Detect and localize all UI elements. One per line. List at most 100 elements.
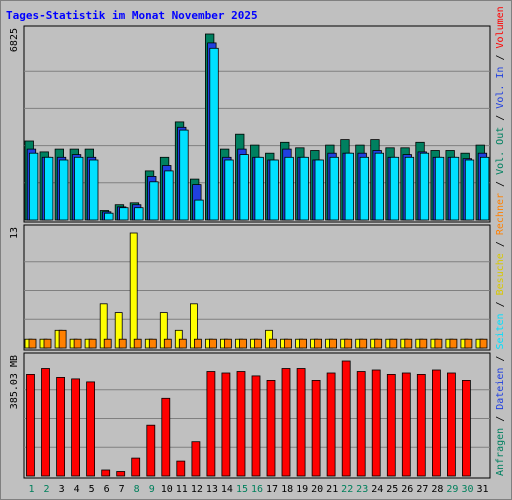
bar-volumen-day-17 <box>266 379 276 477</box>
bar-rechner-day-12 <box>193 338 202 349</box>
bar-seiten-day-28 <box>434 156 445 221</box>
x-tick-label-day-24: 24 <box>371 484 383 495</box>
bar-rechner-day-2 <box>43 338 52 349</box>
bar-seiten-day-6 <box>104 212 114 221</box>
bar-volumen-day-22 <box>341 360 351 477</box>
bar-volumen-day-13 <box>206 371 216 477</box>
bar-besuche-day-7 <box>114 312 123 349</box>
bar-volumen-day-25 <box>386 373 396 477</box>
bar-volumen-day-12 <box>191 441 201 477</box>
bar-seiten-day-24 <box>374 152 385 221</box>
bar-rechner-day-30 <box>464 338 473 349</box>
x-tick-label-day-21: 21 <box>326 484 338 495</box>
legend-part-7: / <box>495 235 506 253</box>
bar-rechner-day-24 <box>374 338 383 349</box>
series-seiten <box>28 47 490 221</box>
legend-part-0: Anfragen <box>495 428 506 476</box>
x-tick-label-day-1: 1 <box>28 484 34 495</box>
panel-max-label: 385.03 MB <box>9 355 20 409</box>
bar-volumen-day-29 <box>446 372 456 477</box>
panel-max-label: 13 <box>9 227 20 239</box>
bar-rechner-day-20 <box>314 338 323 349</box>
bar-seiten-day-16 <box>254 156 264 221</box>
chart-legend: Anfragen / Dateien / Seiten / Besuche / … <box>495 6 506 476</box>
x-tick-label-day-19: 19 <box>296 484 308 495</box>
bar-seiten-day-21 <box>329 156 339 221</box>
x-tick-label-day-9: 9 <box>149 484 155 495</box>
legend-part-11: / <box>495 109 506 127</box>
x-tick-label-day-6: 6 <box>104 484 110 495</box>
bar-volumen-day-2 <box>41 368 50 477</box>
bar-rechner-day-26 <box>404 338 413 349</box>
bar-rechner-day-5 <box>88 338 97 349</box>
bar-rechner-day-1 <box>28 338 37 349</box>
legend-vertical-text: Anfragen / Dateien / Seiten / Besuche / … <box>495 6 506 476</box>
bar-rechner-day-18 <box>284 338 292 349</box>
x-tick-label-day-18: 18 <box>281 484 293 495</box>
bar-rechner-day-27 <box>419 338 428 349</box>
x-tick-label-day-22: 22 <box>341 484 353 495</box>
x-tick-label-day-23: 23 <box>356 484 368 495</box>
bar-rechner-day-31 <box>479 338 488 349</box>
x-tick-label-day-15: 15 <box>236 484 248 495</box>
x-axis-day-labels: 1 2 3 4 5 6 7 8 9 10 11 12 13 14 15 16 17 18 19 20 21 22 23 24 2… <box>28 484 488 495</box>
bar-volumen-day-14 <box>221 372 231 477</box>
legend-part-4: Seiten <box>495 313 506 349</box>
bar-besuche-day-6 <box>99 303 108 349</box>
panel-max-label: 6825 <box>9 28 20 52</box>
x-tick-label-day-2: 2 <box>43 484 49 495</box>
x-tick-label-day-11: 11 <box>176 484 188 495</box>
bar-seiten-day-5 <box>89 159 99 221</box>
series-rechner <box>28 329 488 349</box>
x-tick-label-day-10: 10 <box>161 484 173 495</box>
legend-part-8: Rechner <box>495 193 506 235</box>
bar-volumen-day-26 <box>401 372 411 477</box>
legend-part-14: Volumen <box>495 6 506 48</box>
legend-part-6: Besuche <box>495 253 506 295</box>
bar-seiten-day-3 <box>59 159 69 221</box>
panel-volume: 385.03 MB <box>9 352 491 479</box>
bar-rechner-day-8 <box>133 338 142 349</box>
bar-seiten-day-9 <box>149 181 159 221</box>
x-tick-label-day-28: 28 <box>431 484 443 495</box>
x-tick-label-day-17: 17 <box>266 484 278 495</box>
bar-volumen-day-11 <box>176 460 186 477</box>
x-tick-label-day-12: 12 <box>191 484 203 495</box>
x-tick-label-day-31: 31 <box>476 484 488 495</box>
x-tick-label-day-25: 25 <box>386 484 398 495</box>
bar-volumen-day-24 <box>371 369 381 477</box>
bar-seiten-day-10 <box>164 170 174 221</box>
bar-volumen-day-23 <box>356 371 366 477</box>
bar-seiten-day-4 <box>74 156 84 221</box>
x-tick-label-day-16: 16 <box>251 484 263 495</box>
bar-seiten-day-29 <box>449 156 460 221</box>
bar-rechner-day-4 <box>73 338 82 349</box>
bar-besuche-day-10 <box>159 312 168 349</box>
chart-panels: 6825 13 385.03 MB <box>9 25 491 479</box>
x-tick-label-day-30: 30 <box>461 484 473 495</box>
bar-besuche-day-8 <box>129 232 138 349</box>
bar-seiten-day-8 <box>134 207 144 221</box>
bar-seiten-day-18 <box>284 156 294 221</box>
bar-seiten-day-1 <box>28 152 39 221</box>
bar-rechner-day-7 <box>118 338 127 349</box>
legend-part-3: / <box>495 350 506 368</box>
x-tick-label-day-3: 3 <box>59 484 65 495</box>
bar-volumen-day-15 <box>236 371 246 477</box>
bar-volumen-day-30 <box>461 379 471 477</box>
bar-rechner-day-3 <box>58 329 67 349</box>
bar-seiten-day-7 <box>119 207 129 221</box>
legend-part-12: Vol. In <box>495 67 506 109</box>
bar-volumen-day-28 <box>431 369 441 477</box>
bar-volumen-day-1 <box>26 373 35 477</box>
legend-part-9: / <box>495 175 506 193</box>
bar-seiten-day-19 <box>299 156 309 221</box>
panel-frame <box>23 224 491 351</box>
bar-seiten-day-13 <box>209 47 219 221</box>
bar-seiten-day-2 <box>44 156 54 221</box>
bar-seiten-day-20 <box>314 159 324 221</box>
x-tick-label-day-26: 26 <box>401 484 413 495</box>
bar-rechner-day-9 <box>148 338 157 349</box>
bar-rechner-day-10 <box>163 338 172 349</box>
bar-rechner-day-6 <box>103 338 112 349</box>
